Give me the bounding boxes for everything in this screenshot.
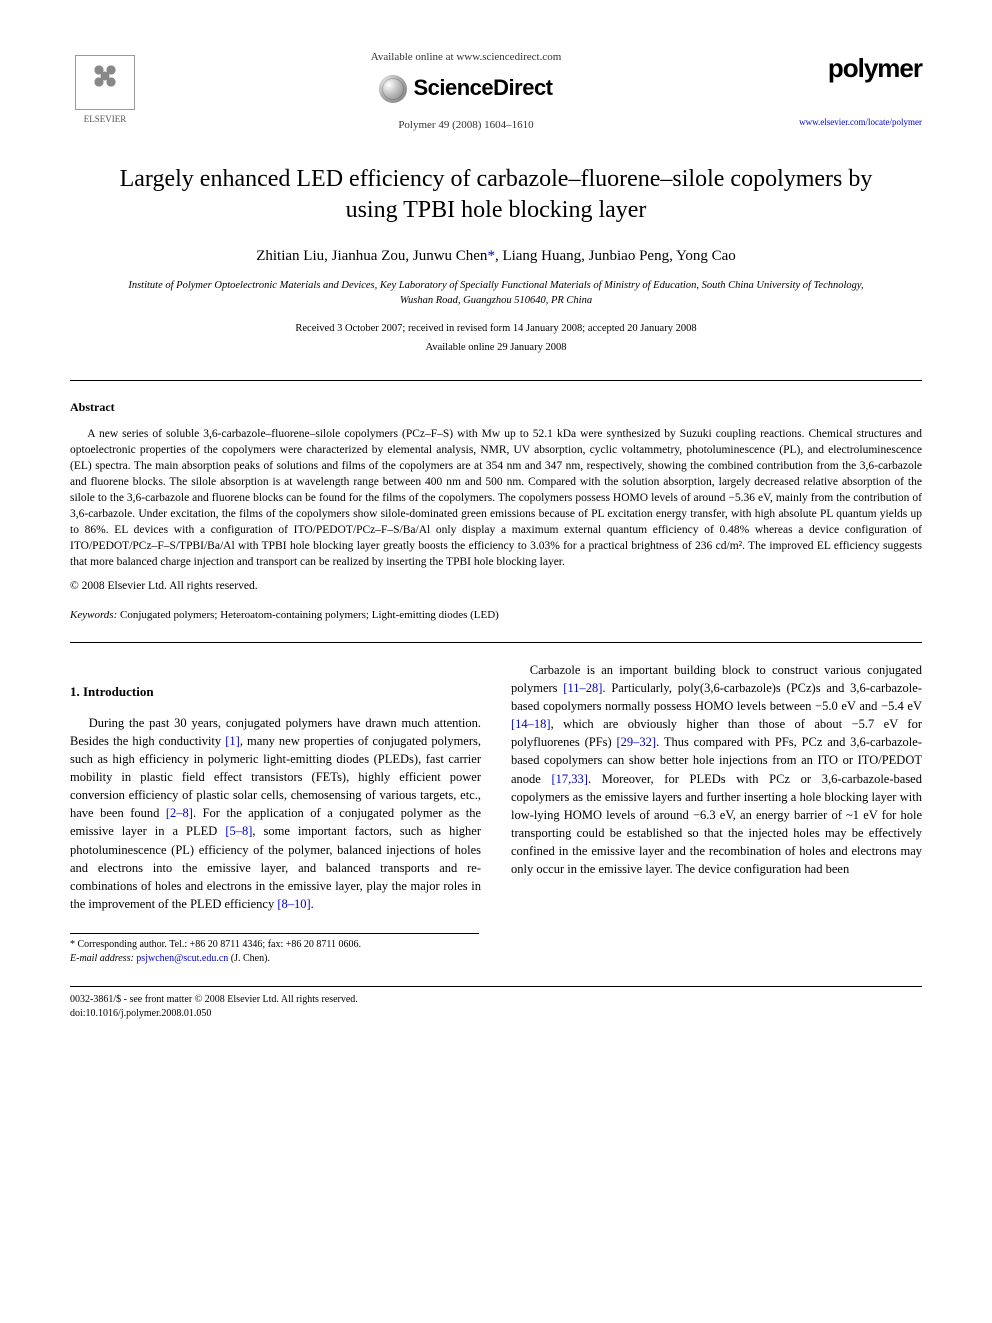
corr-line2: E-mail address: psjwchen@scut.edu.cn (J.… (70, 952, 479, 966)
abstract-copyright: © 2008 Elsevier Ltd. All rights reserved… (70, 578, 922, 594)
ref-link-2[interactable]: [2–8] (166, 806, 193, 820)
online-date: Available online 29 January 2008 (70, 341, 922, 356)
elsevier-logo: ELSEVIER (70, 50, 140, 130)
authors-before-corr: Zhitian Liu, Jianhua Zou, Junwu Chen (256, 248, 487, 264)
journal-logo: polymer www.elsevier.com/locate/polymer (792, 50, 922, 129)
intro-paragraph-1: During the past 30 years, conjugated pol… (70, 714, 481, 913)
elsevier-tree-icon (75, 55, 135, 110)
intro-p2e: . Moreover, for PLEDs with PCz or 3,6-ca… (511, 772, 922, 877)
center-header: Available online at www.sciencedirect.co… (140, 50, 792, 134)
keywords-line: Keywords: Conjugated polymers; Heteroato… (70, 608, 922, 623)
abstract-heading: Abstract (70, 399, 922, 416)
article-title: Largely enhanced LED efficiency of carba… (110, 164, 882, 226)
intro-paragraph-2: Carbazole is an important building block… (511, 661, 922, 879)
corr-email-tail: (J. Chen). (228, 953, 270, 964)
ref-link-3[interactable]: [5–8] (225, 824, 252, 838)
corr-email-link[interactable]: psjwchen@scut.edu.cn (136, 953, 228, 964)
footer-front-matter: 0032-3861/$ - see front matter © 2008 El… (70, 993, 358, 1007)
polymer-word: polymer (792, 50, 922, 86)
authors-after-corr: , Liang Huang, Junbiao Peng, Yong Cao (495, 248, 736, 264)
affiliation: Institute of Polymer Optoelectronic Mate… (120, 279, 872, 308)
ref-link-1[interactable]: [1] (225, 734, 240, 748)
abstract-text: A new series of soluble 3,6-carbazole–fl… (70, 428, 922, 569)
elsevier-label: ELSEVIER (84, 113, 127, 126)
body-columns: 1. Introduction During the past 30 years… (70, 661, 922, 913)
footer-left: 0032-3861/$ - see front matter © 2008 El… (70, 993, 358, 1021)
ref-link-4[interactable]: [8–10] (277, 897, 310, 911)
corr-line1: * Corresponding author. Tel.: +86 20 871… (70, 938, 479, 952)
sciencedirect-brand: ScienceDirect (160, 73, 772, 104)
author-list: Zhitian Liu, Jianhua Zou, Junwu Chen*, L… (70, 246, 922, 267)
separator-line (70, 380, 922, 381)
available-online-text: Available online at www.sciencedirect.co… (160, 50, 772, 65)
separator-line-2 (70, 642, 922, 643)
sciencedirect-globe-icon (379, 75, 407, 103)
corr-email-label: E-mail address: (70, 953, 136, 964)
journal-reference: Polymer 49 (2008) 1604–1610 (160, 118, 772, 133)
intro-p1e: . (311, 897, 314, 911)
ref-link-7[interactable]: [29–32] (617, 735, 657, 749)
footer-doi: doi:10.1016/j.polymer.2008.01.050 (70, 1007, 358, 1021)
page-header: ELSEVIER Available online at www.science… (70, 50, 922, 134)
keywords-label: Keywords: (70, 609, 117, 621)
keywords-text: Conjugated polymers; Heteroatom-containi… (117, 609, 499, 621)
page-footer: 0032-3861/$ - see front matter © 2008 El… (70, 986, 922, 1021)
abstract-body: A new series of soluble 3,6-carbazole–fl… (70, 426, 922, 571)
corresponding-marker: * (487, 248, 495, 264)
sciencedirect-text: ScienceDirect (413, 73, 552, 104)
article-dates: Received 3 October 2007; received in rev… (70, 322, 922, 337)
intro-heading: 1. Introduction (70, 683, 481, 702)
ref-link-8[interactable]: [17,33] (552, 772, 588, 786)
journal-homepage-link[interactable]: www.elsevier.com/locate/polymer (792, 116, 922, 129)
corresponding-author-footer: * Corresponding author. Tel.: +86 20 871… (70, 933, 479, 966)
ref-link-5[interactable]: [11–28] (563, 681, 602, 695)
ref-link-6[interactable]: [14–18] (511, 717, 551, 731)
